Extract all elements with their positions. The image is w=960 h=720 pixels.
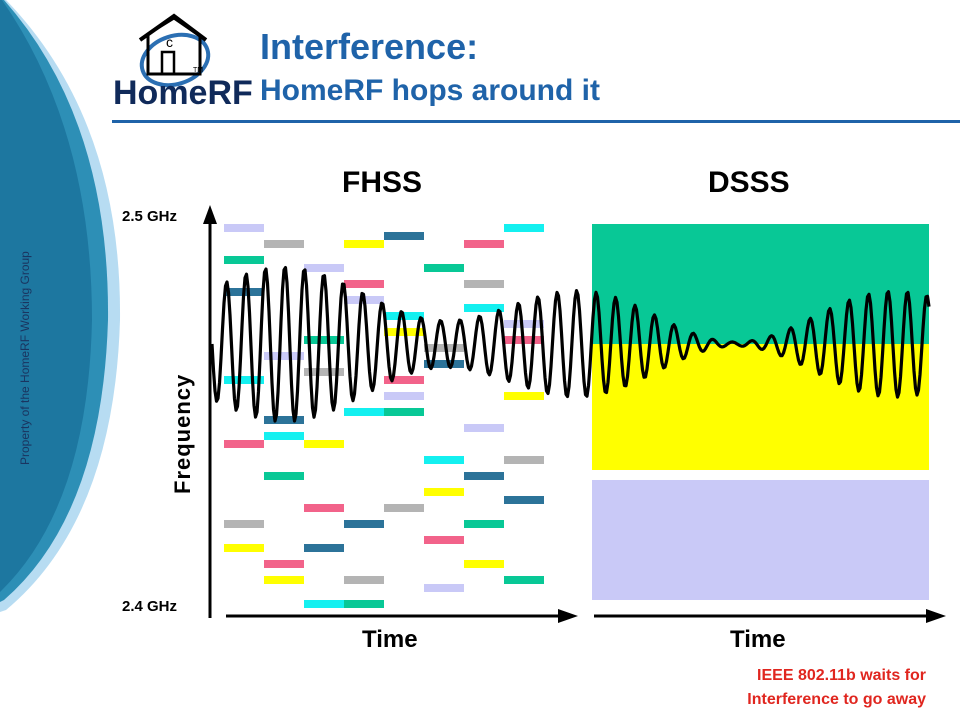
fhss-hop-segment (384, 408, 424, 416)
fhss-hop-segment (464, 280, 504, 288)
fhss-hop-segment (304, 600, 344, 608)
fhss-hop-segment (264, 432, 304, 440)
fhss-hop-segment (464, 520, 504, 528)
fhss-hop-segment (264, 352, 304, 360)
homerf-logo: c HomeRF TM (113, 13, 253, 112)
fhss-hop-segment (504, 224, 544, 232)
logo-tm: TM (193, 67, 203, 74)
y-top-label: 2.5 GHz (122, 208, 178, 225)
fhss-hop-segment (384, 392, 424, 400)
fhss-hop-segment (304, 544, 344, 552)
fhss-hop-segment (424, 360, 464, 368)
fhss-hop-segment (464, 304, 504, 312)
side-watermark-text: Property of the HomeRF Working Group (18, 251, 32, 465)
fhss-hop-segment (344, 240, 384, 248)
fhss-hop-segment (344, 520, 384, 528)
fhss-hop-segment (224, 224, 264, 232)
fhss-hop-segment (264, 416, 304, 424)
fhss-hop-segment (344, 576, 384, 584)
dsss-block-teal (592, 224, 929, 344)
fhss-hop-segment (504, 496, 544, 504)
fhss-hop-segment (304, 264, 344, 272)
fhss-label: FHSS (342, 166, 423, 199)
y-bottom-label: 2.4 GHz (122, 598, 178, 615)
fhss-hop-segment (504, 576, 544, 584)
fhss-hop-segment (304, 440, 344, 448)
axes (203, 205, 946, 623)
fhss-hop-segment (344, 600, 384, 608)
fhss-hop-segment (424, 584, 464, 592)
fhss-hop-segment (264, 576, 304, 584)
fhss-hop-segment (224, 520, 264, 528)
title-rule (112, 120, 960, 123)
fhss-hop-segment (224, 544, 264, 552)
fhss-hop-segment (304, 504, 344, 512)
fhss-hop-segment (504, 392, 544, 400)
logo-letter: c (166, 34, 173, 50)
fhss-hop-segment (424, 264, 464, 272)
logo-text: HomeRF (113, 74, 253, 112)
fhss-hop-segment (264, 240, 304, 248)
ieee-note-line2: Interference to go away (747, 691, 926, 708)
fhss-hop-segment (344, 408, 384, 416)
y-axis-label: Frequency (170, 373, 195, 494)
x-axis-label-left: Time (362, 626, 418, 653)
x-axis-right-arrow (926, 609, 946, 623)
ieee-note-line1: IEEE 802.11b waits for (757, 667, 926, 684)
fhss-hop-segment (464, 424, 504, 432)
fhss-hop-segment (224, 376, 264, 384)
fhss-hop-segment (264, 472, 304, 480)
x-axis-left-arrow (558, 609, 578, 623)
fhss-hop-segment (424, 344, 464, 352)
ieee-note: IEEE 802.11b waits for Interference to g… (747, 664, 926, 712)
fhss-hop-segment (424, 456, 464, 464)
fhss-hop-segment (464, 240, 504, 248)
fhss-hop-segment (384, 504, 424, 512)
fhss-hop-segment (504, 320, 544, 328)
slide-title: Interference: (260, 26, 479, 67)
left-blue-panel (0, 0, 121, 612)
interference-waveform (210, 266, 931, 423)
fhss-hop-segment (264, 560, 304, 568)
fhss-hop-segment (384, 376, 424, 384)
fhss-hop-segment (464, 560, 504, 568)
fhss-hop-segment (344, 280, 384, 288)
dsss-label: DSSS (708, 166, 790, 199)
slide-subtitle: HomeRF hops around it (260, 74, 600, 107)
x-axis-label-right: Time (730, 626, 786, 653)
dsss-block-lavender (592, 480, 929, 600)
fhss-hop-segment (384, 232, 424, 240)
fhss-hop-segments (224, 224, 544, 608)
fhss-hop-segment (304, 368, 344, 376)
fhss-hop-segment (464, 472, 504, 480)
fhss-hop-segment (224, 440, 264, 448)
fhss-hop-segment (304, 336, 344, 344)
fhss-hop-segment (224, 256, 264, 264)
fhss-hop-segment (424, 488, 464, 496)
dsss-blocks (592, 224, 929, 600)
fhss-hop-segment (424, 536, 464, 544)
y-axis-arrow (203, 205, 217, 224)
fhss-hop-segment (504, 456, 544, 464)
